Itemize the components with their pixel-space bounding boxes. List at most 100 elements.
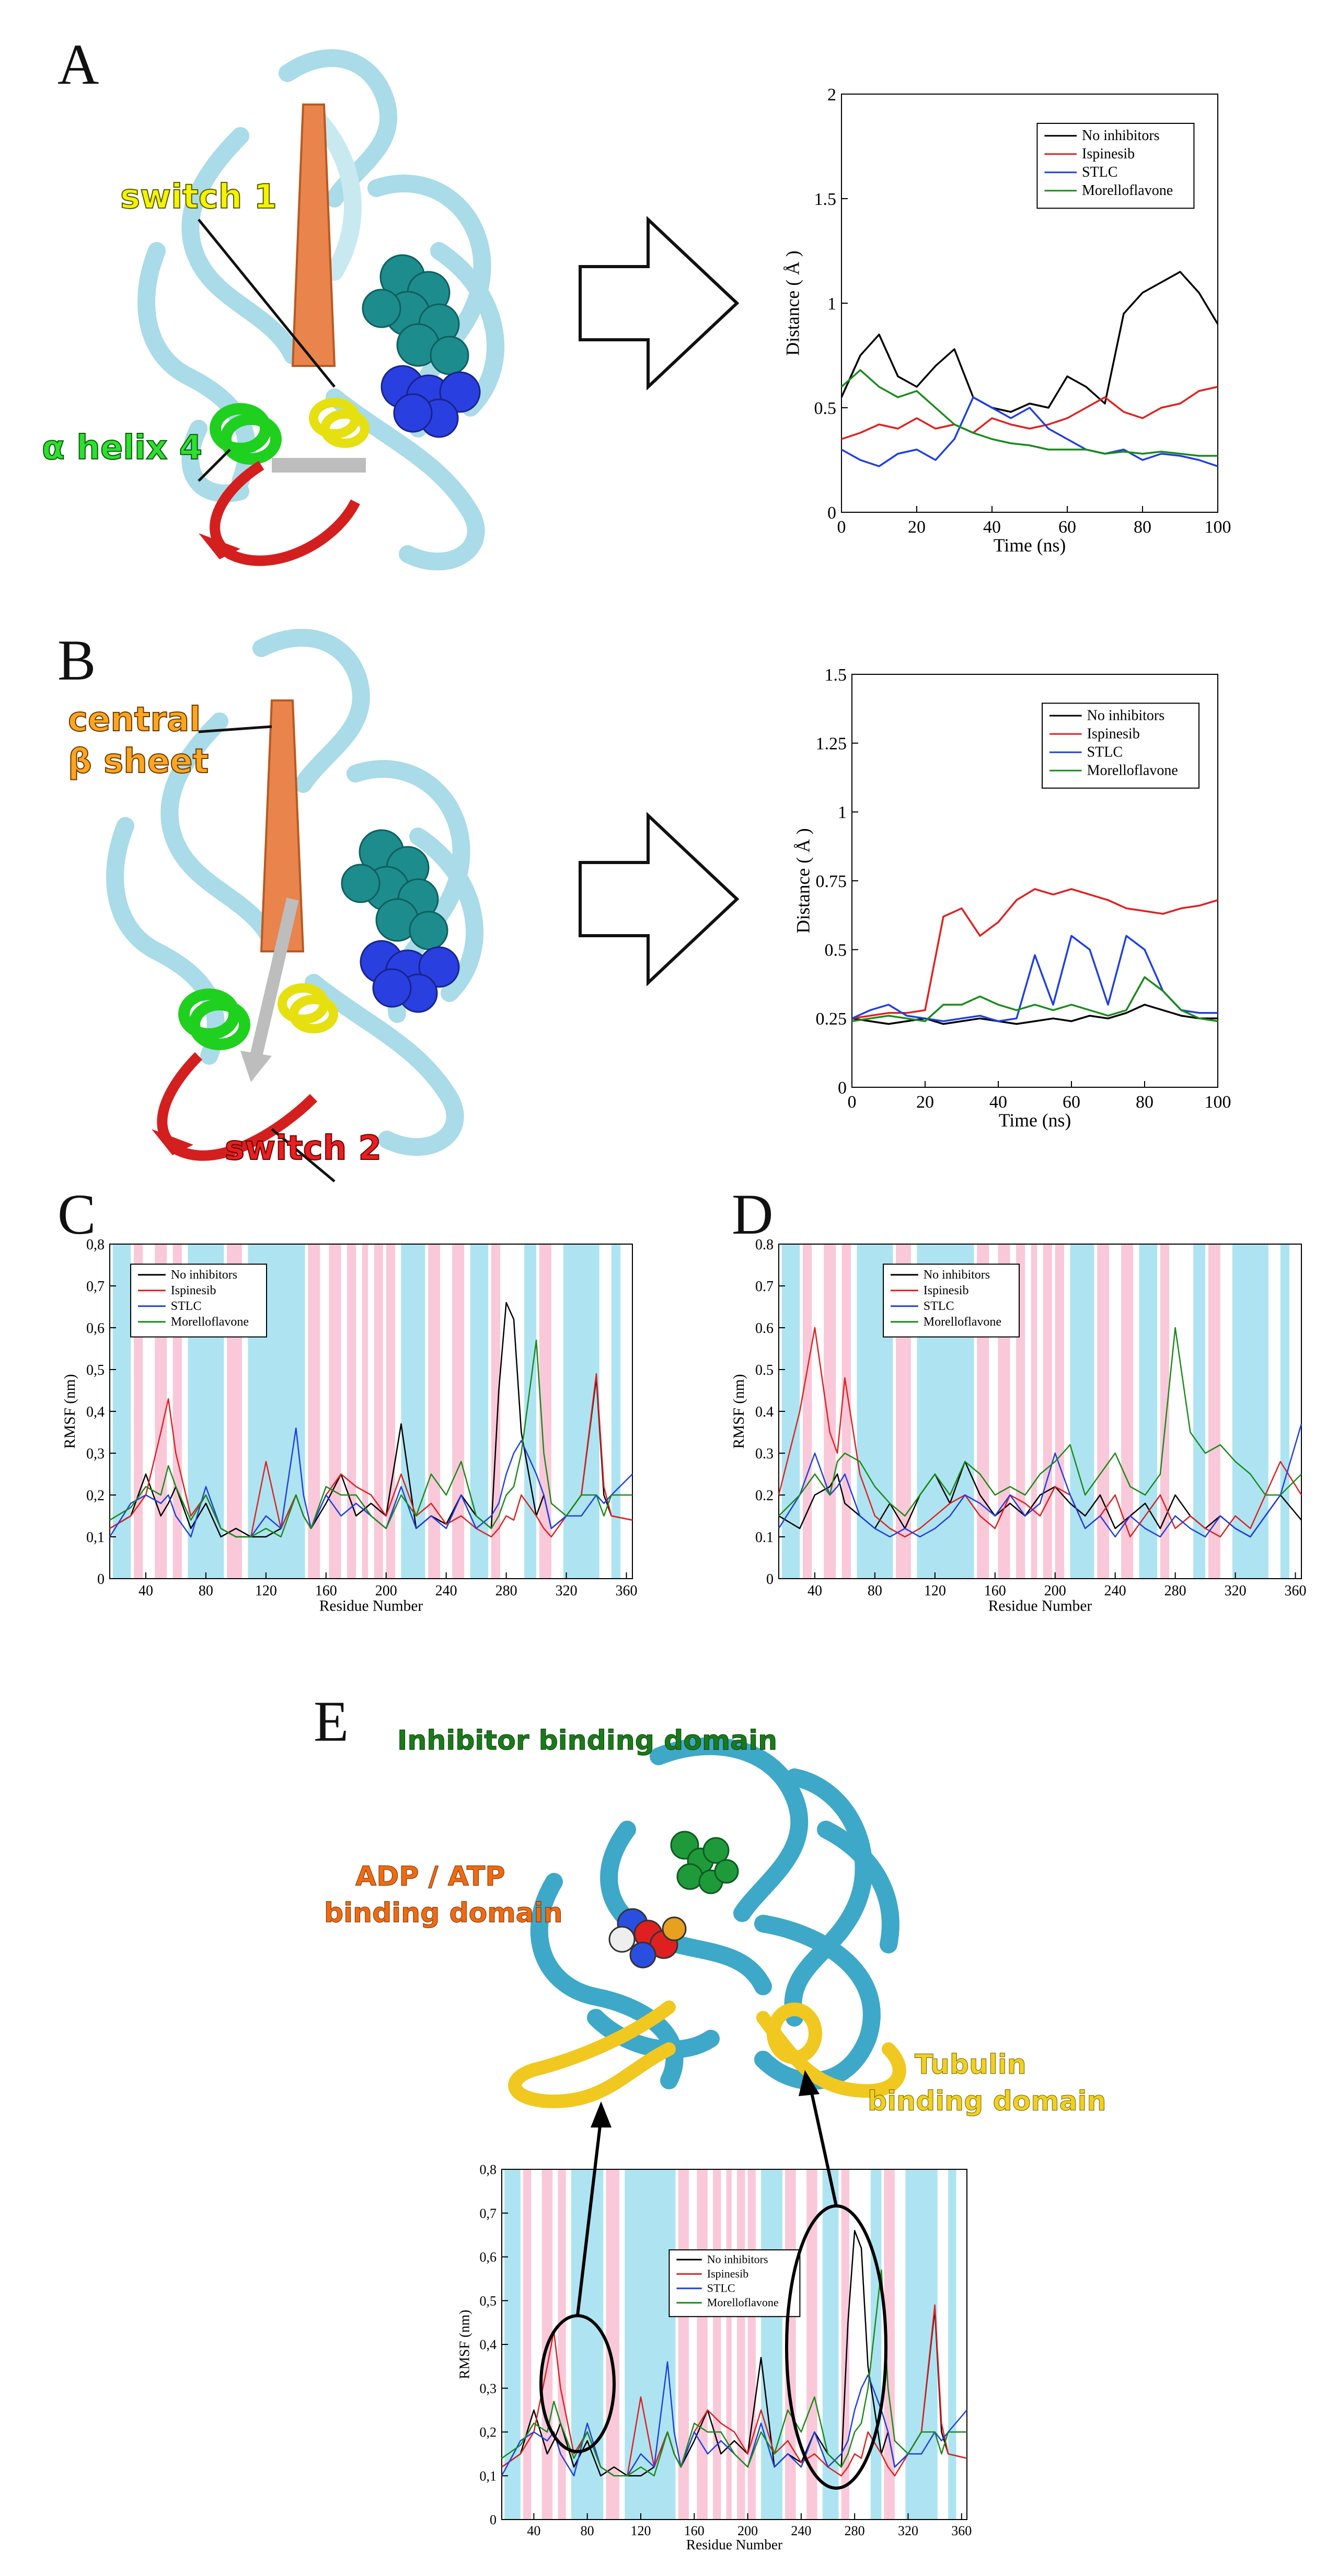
- strand-band: [428, 1244, 441, 1579]
- helix-band: [905, 2169, 938, 2520]
- strand-band: [726, 2169, 732, 2520]
- legend-label: Morelloflavone: [1087, 763, 1178, 779]
- y-tick-label: 0: [838, 1078, 847, 1098]
- series-line-4: [840, 369, 1218, 457]
- legend-label: Morelloflavone: [171, 1315, 249, 1329]
- y-tick-label: 0.8: [755, 1237, 774, 1253]
- strand-band: [841, 1244, 851, 1579]
- label-tubulin: Tubulin: [915, 2049, 1027, 2081]
- y-tick-label: 0,2: [480, 2425, 497, 2440]
- series-line-4: [851, 976, 1218, 1022]
- legend-box: [1042, 703, 1199, 789]
- y-tick-label: 0,7: [86, 1279, 105, 1295]
- x-tick-label: 360: [951, 2523, 972, 2538]
- x-axis-label: Time (ns): [994, 535, 1066, 556]
- y-tick-label: 0.3: [755, 1446, 774, 1462]
- x-tick-label: 60: [1058, 518, 1076, 537]
- helix-band: [625, 2169, 676, 2520]
- y-tick-label: 0,1: [86, 1530, 105, 1546]
- y-axis-label: RMSF (nm): [731, 1374, 747, 1449]
- x-tick-label: 100: [1205, 518, 1231, 537]
- rmsf-chart-e: 0 0,1 0,2 0,3 0,4 0,5 0,6 0,7 0,8 40 80 120 160 200 24…: [457, 2162, 972, 2552]
- helix-band: [1070, 1244, 1094, 1579]
- panel-letter-d: D: [732, 1182, 774, 1246]
- y-tick-label: 0,7: [480, 2206, 497, 2221]
- label-alpha-helix-4: α helix 4: [41, 428, 203, 468]
- y-tick-label: 0,4: [86, 1404, 105, 1420]
- legend-label: No inhibitors: [1087, 708, 1165, 724]
- strand-band: [308, 1244, 320, 1579]
- protein-structure-a: [137, 49, 504, 571]
- y-axis-label: Distance ( Å ): [792, 828, 813, 933]
- helix-band: [1139, 1244, 1158, 1579]
- arrow-icon-b: [579, 812, 740, 986]
- strand-band: [1055, 1244, 1064, 1579]
- label-beta-sheet: β sheet: [67, 742, 209, 781]
- label-inhibitor-domain: Inhibitor binding domain: [397, 1725, 778, 1757]
- x-tick-label: 160: [315, 1583, 337, 1599]
- y-tick-label: 0,6: [86, 1320, 105, 1337]
- x-tick-label: 40: [139, 1583, 153, 1599]
- x-tick-label: 40: [527, 2523, 540, 2538]
- x-tick-label: 320: [898, 2523, 918, 2538]
- x-tick-label: 120: [255, 1583, 277, 1599]
- y-tick-label: 0: [766, 1571, 774, 1588]
- series-line-3: [841, 396, 1218, 467]
- x-tick-label: 160: [684, 2523, 705, 2538]
- secondary-structure-bands: [781, 1244, 1290, 1579]
- x-tick-label: 240: [1104, 1583, 1126, 1599]
- y-tick-label: 0,5: [86, 1362, 105, 1378]
- legend-label: STLC: [1082, 164, 1117, 180]
- y-tick-label: 0.5: [755, 1362, 774, 1378]
- helix-band: [1193, 1244, 1206, 1579]
- legend-label: Ispinesib: [1087, 726, 1140, 742]
- label-central: central: [67, 700, 201, 740]
- legend-label: STLC: [707, 2281, 735, 2294]
- x-tick-label: 20: [916, 1092, 934, 1112]
- y-axis-label: RMSF (nm): [62, 1374, 78, 1449]
- strand-band: [347, 1244, 356, 1579]
- x-tick-label: 80: [581, 2523, 594, 2538]
- annotation-overlay-e: [539, 2070, 887, 2490]
- series-line-1: [851, 1004, 1218, 1025]
- x-tick-label: 240: [791, 2523, 811, 2538]
- legend-label: STLC: [1087, 744, 1123, 761]
- protein-structure-b: [106, 629, 483, 1182]
- distance-chart-b: 0 0.25 0.5 0.75 1 1.25 1.5 0 20 40 60 80 100 Time (ns…: [792, 665, 1231, 1131]
- y-tick-label: 0.4: [755, 1404, 774, 1420]
- y-tick-label: 0,6: [480, 2250, 497, 2265]
- y-axis-label: RMSF (nm): [457, 2310, 472, 2379]
- legend-label: STLC: [171, 1300, 202, 1313]
- label-adp-binding-domain: binding domain: [324, 1898, 563, 1929]
- y-tick-label: 0.25: [816, 1009, 847, 1029]
- y-tick-label: 0,8: [86, 1237, 105, 1253]
- y-tick-label: 0,8: [480, 2162, 497, 2177]
- strand-band: [1031, 1244, 1037, 1579]
- x-tick-label: 60: [1063, 1092, 1080, 1112]
- label-switch-2: switch 2: [224, 1129, 382, 1168]
- x-axis-label: Residue Number: [686, 2537, 782, 2552]
- y-tick-label: 0,4: [480, 2337, 497, 2352]
- legend-label: Ispinesib: [924, 1284, 969, 1297]
- y-tick-label: 0: [97, 1571, 105, 1588]
- x-tick-label: 40: [983, 518, 1001, 537]
- helix-band: [470, 1244, 489, 1579]
- y-tick-label: 0,3: [86, 1446, 105, 1462]
- x-tick-label: 20: [908, 518, 926, 537]
- strand-band: [824, 1244, 836, 1579]
- helix-band: [1280, 1244, 1290, 1579]
- legend-label: No inhibitors: [171, 1268, 237, 1282]
- y-tick-label: 0,5: [480, 2293, 497, 2308]
- x-tick-label: 200: [737, 2523, 758, 2538]
- arrow-icon-a: [579, 216, 740, 390]
- legend-label: Ispinesib: [1082, 146, 1135, 162]
- legend-box: [130, 1263, 267, 1338]
- strand-band: [374, 1244, 383, 1579]
- x-axis-label: Time (ns): [999, 1110, 1071, 1131]
- x-tick-label: 80: [1136, 1092, 1154, 1112]
- x-axis-label: Residue Number: [319, 1598, 423, 1615]
